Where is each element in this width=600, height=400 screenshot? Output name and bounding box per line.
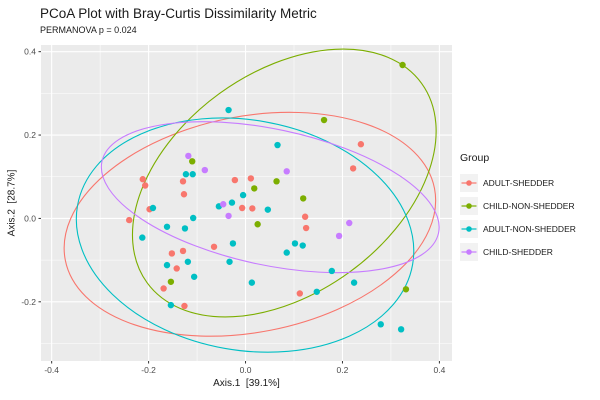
data-point [167, 301, 175, 309]
data-point [248, 279, 256, 286]
data-point [189, 158, 196, 165]
data-point [335, 232, 343, 240]
legend-key-glyph [460, 196, 478, 215]
legend-item-adult-non-shedder: ADULT-NON-SHEDDER [460, 217, 576, 240]
data-point [320, 116, 328, 124]
data-point [173, 265, 180, 272]
confidence-ellipse [100, 121, 440, 274]
legend-label: ADULT-NON-SHEDDER [483, 223, 576, 234]
legend-title: Group [460, 152, 490, 164]
y-tick-label: 0.2 [24, 130, 36, 140]
data-point [225, 212, 232, 220]
data-point [402, 286, 410, 293]
y-tick-label: -0.2 [21, 297, 36, 307]
data-point [264, 206, 272, 213]
x-tick-label: 0.2 [337, 365, 349, 375]
data-point [301, 213, 309, 220]
data-point [189, 214, 197, 222]
x-tick-label: -0.2 [141, 365, 156, 375]
data-point [139, 176, 146, 183]
x-tick-label: 0.0 [240, 365, 252, 375]
legend-key-glyph [460, 242, 478, 261]
data-point [357, 141, 365, 148]
data-point [302, 224, 310, 232]
data-point [181, 225, 189, 232]
data-point [296, 290, 304, 297]
data-point [239, 191, 247, 199]
data-point [226, 258, 233, 265]
data-point [160, 285, 167, 292]
y-tick-label: 0.0 [24, 213, 36, 223]
data-point [163, 223, 171, 230]
data-point [228, 199, 236, 206]
data-point [346, 219, 353, 227]
data-point [229, 240, 237, 247]
data-point [210, 243, 218, 250]
data-point [399, 61, 406, 69]
legend-key-glyph [460, 173, 478, 192]
legend: Group ADULT-SHEDDER CHILD-NON-SHEDDER AD… [460, 152, 576, 263]
data-point [247, 175, 255, 182]
data-point [231, 176, 239, 184]
data-point [126, 216, 133, 224]
data-point [283, 249, 290, 256]
legend-label: CHILD-SHEDDER [483, 246, 553, 257]
data-point [328, 267, 336, 275]
x-tick-label: -0.4 [44, 365, 59, 375]
data-point [274, 141, 281, 149]
confidence-ellipse [75, 117, 415, 353]
data-point [225, 106, 232, 114]
data-point [251, 185, 258, 192]
legend-items: ADULT-SHEDDER CHILD-NON-SHEDDER ADULT-NO… [460, 171, 576, 263]
legend-item-child-shedder: CHILD-SHEDDER [460, 240, 576, 263]
data-point [184, 258, 192, 265]
data-point [163, 261, 171, 269]
data-point [377, 321, 384, 328]
data-point [189, 171, 196, 178]
data-point [249, 205, 256, 212]
y-tick-label: 0.4 [24, 47, 36, 57]
legend-item-adult-shedder: ADULT-SHEDDER [460, 171, 576, 194]
data-point [349, 165, 357, 172]
data-point [181, 302, 188, 310]
plot-title: PCoA Plot with Bray-Curtis Dissimilarity… [40, 6, 317, 21]
x-tick-label: 0.4 [433, 365, 445, 375]
data-point [397, 326, 405, 333]
legend-item-child-non-shedder: CHILD-NON-SHEDDER [460, 194, 576, 217]
data-point [299, 242, 306, 249]
data-point [180, 191, 188, 198]
plot-panel [41, 45, 452, 361]
data-point [139, 234, 146, 241]
legend-label: ADULT-SHEDDER [483, 177, 555, 188]
data-point [168, 250, 176, 257]
data-point [179, 178, 187, 185]
data-point [220, 201, 227, 208]
data-point [190, 273, 198, 280]
data-point [300, 195, 307, 202]
data-point [350, 279, 358, 286]
data-point [291, 240, 299, 247]
data-point [142, 182, 149, 189]
data-point [313, 288, 320, 295]
legend-label: CHILD-NON-SHEDDER [483, 200, 575, 211]
data-point [185, 152, 192, 160]
data-point [182, 171, 190, 178]
data-point [283, 168, 290, 175]
legend-key-glyph [460, 219, 478, 238]
data-point [254, 221, 261, 228]
plot-subtitle: PERMANOVA p = 0.024 [40, 25, 137, 35]
data-point [149, 204, 157, 212]
data-point [273, 178, 280, 185]
data-point [201, 166, 209, 174]
y-axis-label: Axis.2 [28.7%] [6, 169, 18, 237]
data-point [238, 204, 246, 212]
x-axis-label: Axis.1 [39.1%] [213, 378, 280, 389]
data-point [167, 278, 175, 285]
data-point [179, 247, 187, 255]
